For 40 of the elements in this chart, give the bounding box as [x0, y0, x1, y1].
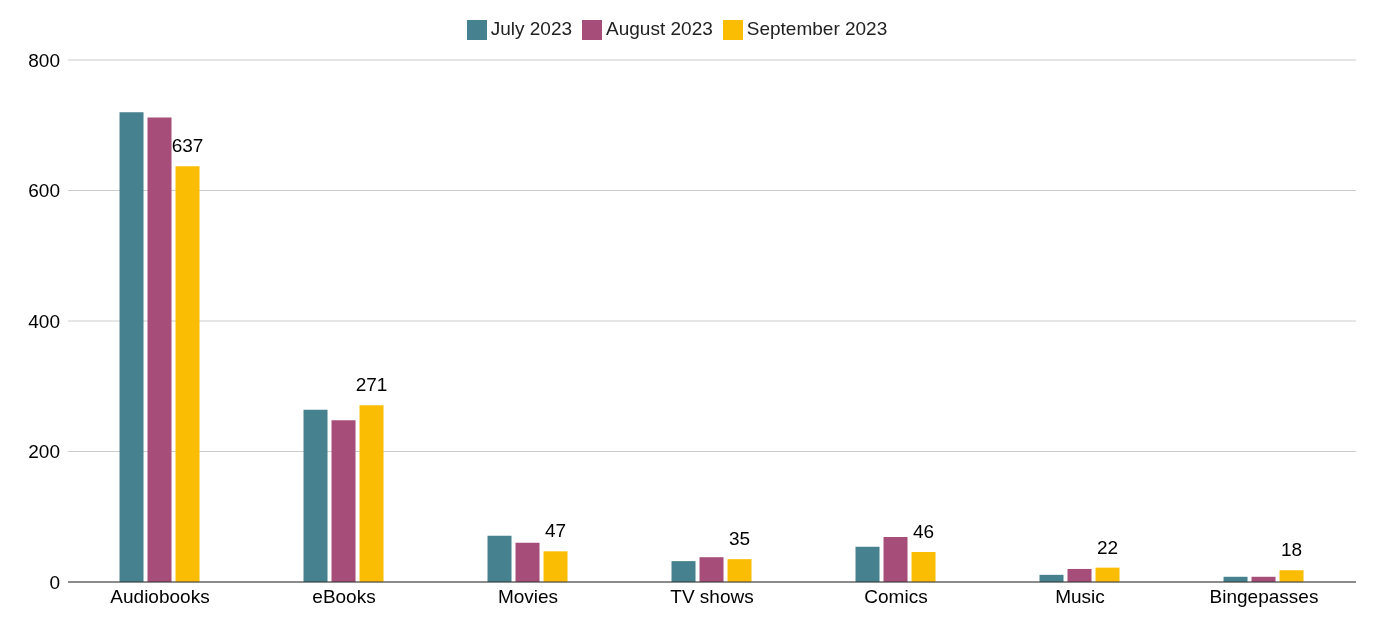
bar [331, 420, 356, 582]
y-tick-label: 800 [28, 49, 60, 71]
bar [883, 536, 908, 582]
bar [1279, 570, 1304, 582]
data-label: 35 [728, 528, 751, 550]
data-label: 637 [171, 135, 204, 157]
bar [855, 546, 880, 582]
y-tick-label: 600 [28, 180, 60, 202]
bar [911, 551, 936, 582]
x-tick-label: Comics [864, 586, 928, 608]
x-tick-label: TV shows [670, 586, 754, 608]
y-tick-label: 400 [28, 310, 60, 332]
y-tick-label: 200 [28, 441, 60, 463]
bar [699, 557, 724, 582]
x-tick-label: Movies [497, 586, 559, 608]
x-tick-label: Bingepasses [1209, 586, 1319, 608]
legend-label: September 2023 [746, 18, 888, 39]
data-label: 18 [1280, 539, 1303, 561]
bar [175, 166, 200, 582]
legend-label: July 2023 [490, 18, 573, 39]
bar [727, 559, 752, 582]
bar [303, 409, 328, 582]
bar [543, 551, 568, 582]
bar [515, 542, 540, 582]
x-tick-label: eBooks [312, 586, 376, 608]
x-tick-label: Music [1055, 586, 1105, 608]
bar [359, 405, 384, 582]
data-label: 271 [355, 374, 388, 396]
data-label: 22 [1096, 536, 1119, 558]
bar [671, 561, 696, 582]
data-label: 47 [544, 520, 567, 542]
y-tick-label: 0 [49, 571, 60, 593]
x-tick-label: Audiobooks [110, 586, 210, 608]
bar [119, 112, 144, 582]
data-label: 46 [912, 520, 935, 542]
bar [147, 117, 172, 582]
bar [487, 535, 512, 582]
bar [1067, 568, 1092, 582]
bar [1095, 567, 1120, 582]
legend-label: August 2023 [606, 18, 713, 39]
